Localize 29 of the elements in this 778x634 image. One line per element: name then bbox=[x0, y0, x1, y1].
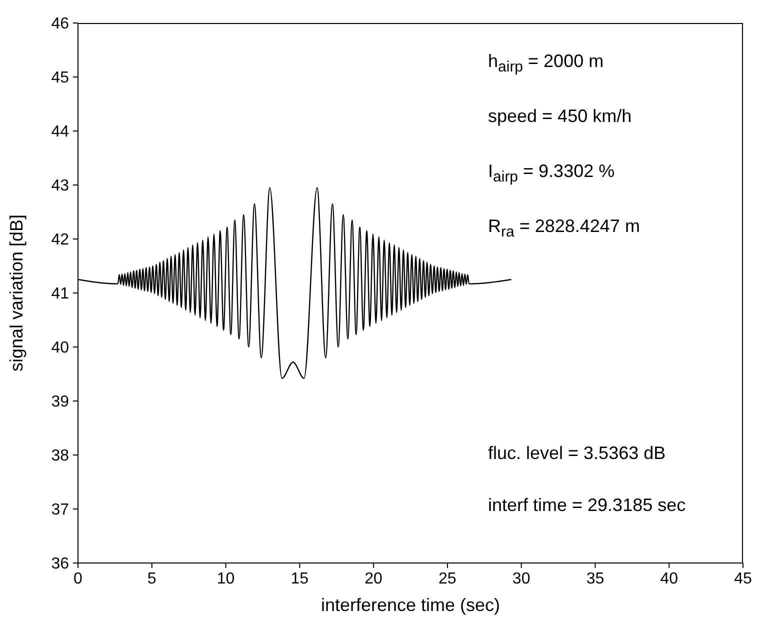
y-tick-label: 40 bbox=[51, 340, 70, 357]
x-tick-label: 15 bbox=[290, 570, 309, 588]
x-tick-label: 5 bbox=[147, 570, 156, 588]
annotation: interf time = 29.3185 sec bbox=[488, 495, 686, 516]
x-tick-label: 20 bbox=[364, 570, 383, 588]
x-tick-label: 0 bbox=[74, 570, 83, 588]
annotation: I$_{airp}$ = 9.3302 % bbox=[488, 161, 615, 186]
y-tick-label: 43 bbox=[51, 178, 70, 195]
y-tick-label: 39 bbox=[51, 394, 70, 411]
y-tick-label: 37 bbox=[51, 502, 70, 519]
y-tick-label: 45 bbox=[51, 70, 70, 87]
annotation: speed = 450 km/h bbox=[488, 106, 632, 127]
y-tick-label: 46 bbox=[51, 16, 70, 33]
x-tick-label: 35 bbox=[586, 570, 604, 588]
y-tick-label: 38 bbox=[51, 448, 70, 465]
y-tick-label: 41 bbox=[51, 286, 70, 303]
annotation: h$_{airp}$ = 2000 m bbox=[488, 51, 604, 76]
y-tick-label: 42 bbox=[51, 232, 70, 249]
y-tick-label: 44 bbox=[51, 124, 70, 141]
x-tick-label: 40 bbox=[660, 570, 678, 588]
x-tick-label: 10 bbox=[216, 570, 235, 588]
x-axis-title: interference time (sec) bbox=[320, 595, 500, 615]
y-axis-title: signal variation [dB] bbox=[6, 214, 26, 372]
x-tick-label: 45 bbox=[734, 570, 752, 588]
y-tick-label: 36 bbox=[51, 556, 70, 573]
x-tick-label: 30 bbox=[512, 570, 530, 588]
x-tick-label: 25 bbox=[438, 570, 456, 588]
annotation: fluc. level = 3.5363 dB bbox=[488, 443, 666, 464]
annotation: R$_{ra}$ = 2828.4247 m bbox=[488, 216, 640, 241]
